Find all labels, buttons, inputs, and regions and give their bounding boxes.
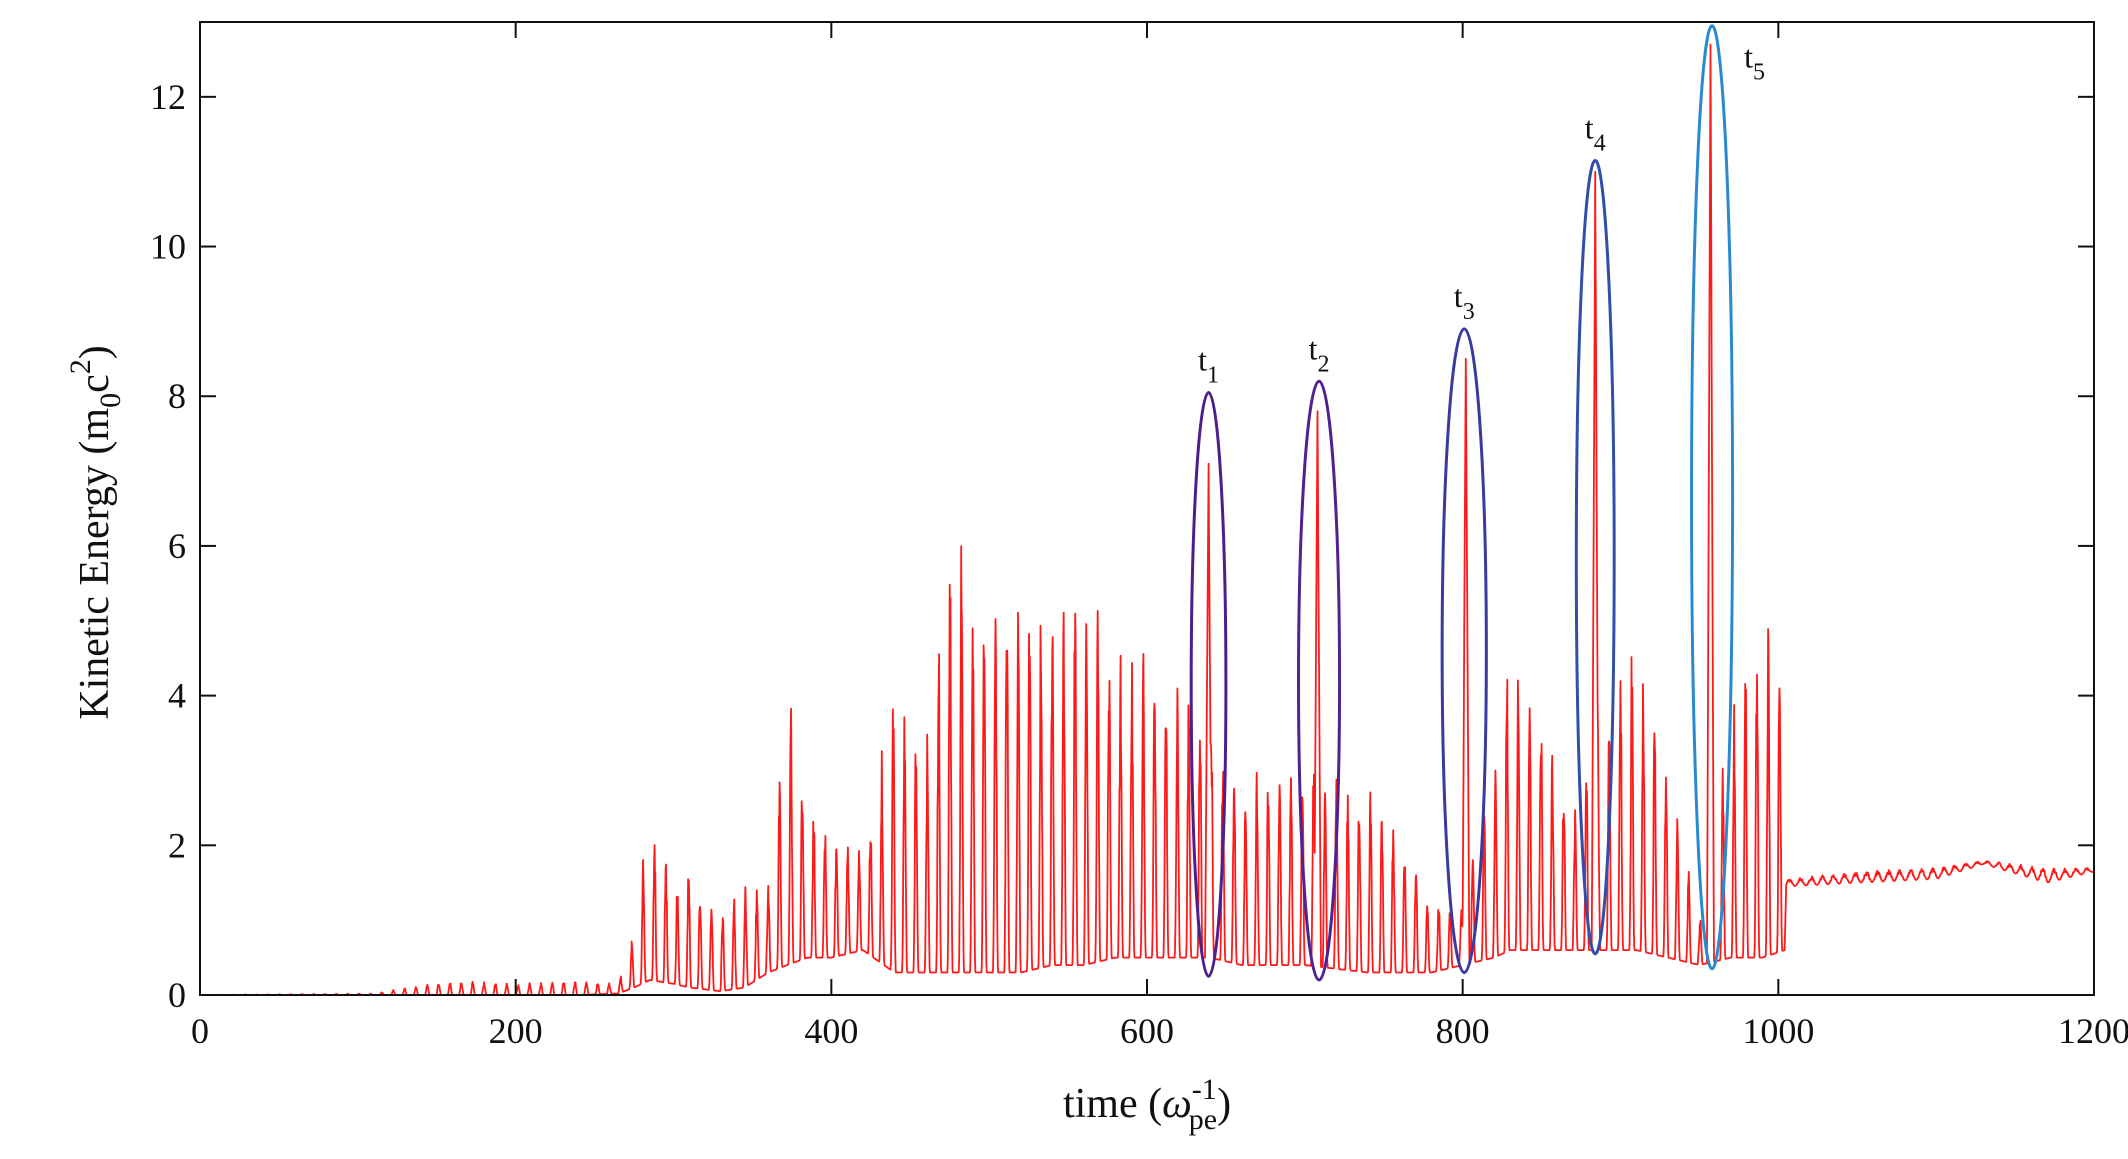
annotation-label-t3: t3	[1454, 278, 1475, 325]
x-tick-label: 400	[804, 1011, 858, 1051]
annotation-ellipse-t2	[1297, 379, 1342, 982]
x-tick-label: 600	[1120, 1011, 1174, 1051]
y-tick-label: 12	[150, 77, 186, 117]
annotation-label-t4: t4	[1585, 109, 1606, 156]
annotation-ellipse-t5	[1690, 24, 1735, 971]
annotation-labels: t1 t2 t3 t4 t5	[1198, 39, 1765, 389]
annotation-ellipses	[1189, 24, 1735, 982]
y-tick-label: 6	[168, 526, 186, 566]
axis-ticks: 0 200 400 600 800 1000 1200 0 2 4 6 8 10 12	[150, 22, 2128, 1051]
annotation-label-t5: t5	[1744, 39, 1765, 86]
annotation-ellipse-t3	[1440, 327, 1488, 975]
x-tick-label: 1200	[2058, 1011, 2128, 1051]
y-axis-title: Kinetic Energy (m0c2)	[64, 345, 127, 719]
x-tick-label: 0	[191, 1011, 209, 1051]
x-tick-label: 200	[489, 1011, 543, 1051]
y-tick-label: 0	[168, 975, 186, 1015]
y-tick-label: 2	[168, 825, 186, 865]
y-tick-label: 8	[168, 376, 186, 416]
annotation-label-t1: t1	[1198, 341, 1219, 388]
y-tick-label: 4	[168, 676, 186, 716]
x-axis-title: time (ω-1 pe)	[1063, 1073, 1231, 1136]
annotation-ellipse-t1	[1189, 390, 1228, 978]
y-tick-label: 10	[150, 227, 186, 267]
x-tick-label: 1000	[1742, 1011, 1814, 1051]
annotation-ellipse-t4	[1574, 158, 1616, 956]
annotation-label-t2: t2	[1309, 330, 1330, 377]
x-tick-label: 800	[1436, 1011, 1490, 1051]
